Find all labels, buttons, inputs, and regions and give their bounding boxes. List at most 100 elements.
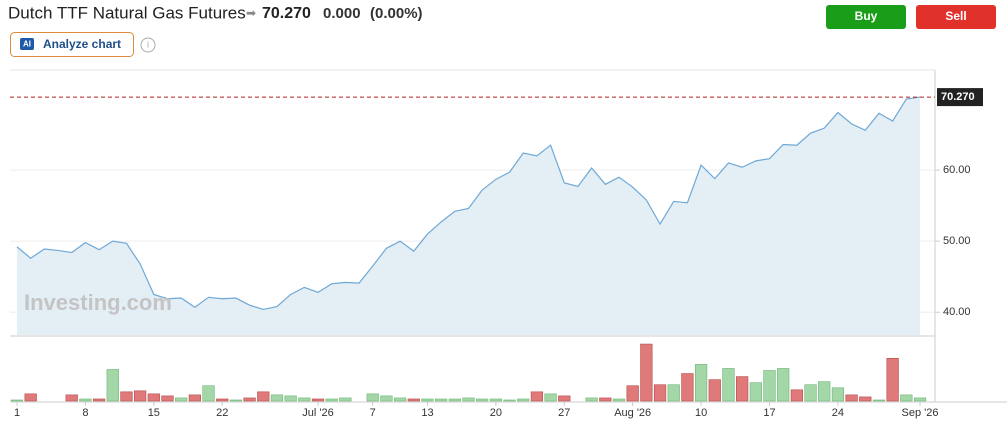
volume-bar: [435, 398, 448, 402]
x-tick-label: 1: [14, 407, 20, 419]
x-tick-label: 24: [832, 407, 844, 419]
ai-icon: [20, 38, 34, 50]
x-tick-label: 7: [370, 407, 376, 419]
volume-bar: [831, 387, 845, 402]
x-tick-label: 15: [148, 407, 160, 419]
volume-bar: [530, 391, 544, 402]
volume-bar: [311, 398, 325, 402]
volume-bar: [147, 393, 160, 402]
volume-bar: [913, 397, 927, 402]
volume-bar: [653, 384, 667, 402]
change-pct: (0.00%): [370, 5, 423, 22]
volume-bar: [872, 399, 886, 402]
volume-bar: [667, 384, 680, 402]
volume-bar: [298, 397, 311, 402]
arrow: ➡: [246, 6, 256, 20]
volume-bar: [585, 397, 598, 402]
volume-bar: [694, 364, 708, 402]
volume-bar: [175, 397, 188, 402]
volume-bar: [736, 376, 749, 402]
volume-bar: [777, 368, 790, 402]
x-tick-label: 8: [82, 407, 88, 419]
price: 70.270: [262, 5, 311, 22]
volume-bar: [790, 389, 803, 402]
volume-bar: [188, 394, 201, 402]
volume-bar: [407, 398, 420, 402]
volume-bar: [92, 398, 106, 402]
last-price-tag: [937, 88, 983, 107]
volume-bar: [243, 397, 256, 402]
area: [17, 97, 920, 336]
volume-bar: [476, 398, 489, 402]
volume-bar: [325, 398, 338, 402]
volume-bar: [202, 385, 215, 402]
title: Dutch TTF Natural Gas Futures: [8, 3, 246, 22]
sell-label: Sell: [945, 9, 966, 23]
volume-bar: [818, 381, 831, 402]
x-tick-label: Sep '26: [902, 407, 939, 419]
volume-bar: [722, 368, 735, 402]
volume-bar: [270, 394, 284, 402]
volume-bar: [339, 397, 352, 402]
volume-bar: [393, 397, 407, 402]
x-tick-label: 17: [763, 407, 775, 419]
volume-bar: [366, 393, 379, 402]
buy-button[interactable]: [826, 5, 906, 29]
analyze-button[interactable]: [10, 32, 134, 57]
volume-bar: [558, 395, 571, 402]
x-tick-label: 13: [421, 407, 433, 419]
volume-bar: [284, 395, 297, 402]
volume-bar: [544, 393, 557, 402]
volume-bar: [599, 397, 612, 402]
info-i: i: [147, 39, 149, 49]
volume-bar: [229, 399, 243, 402]
volume-bar: [161, 395, 174, 402]
volume-bar: [134, 390, 147, 402]
x-tick-label: 20: [490, 407, 502, 419]
y-tick-label: 50.00: [943, 235, 971, 247]
volume-bar: [79, 398, 92, 402]
volume-bar: [257, 391, 270, 402]
volume-bar: [65, 394, 78, 402]
volume-bar: [421, 398, 434, 402]
volume-bar: [120, 391, 133, 402]
info-icon[interactable]: [140, 37, 156, 53]
last-price-label: 70.270: [941, 91, 975, 103]
volume-bar: [612, 398, 626, 402]
volume-bar: [216, 398, 229, 402]
change: 0.000: [323, 5, 361, 22]
sell-button[interactable]: [916, 5, 996, 29]
volume-bar: [10, 399, 24, 402]
y-tick-label: 60.00: [943, 164, 971, 176]
volume-bar: [845, 394, 858, 402]
volume-bar: [681, 373, 694, 402]
ai-icon-text: AI: [23, 40, 31, 49]
volume-bar: [24, 393, 37, 402]
x-tick-label: Jul '26: [302, 407, 333, 419]
volume-bar: [489, 398, 502, 402]
buy-label: Buy: [855, 9, 878, 23]
volume-bar: [859, 396, 872, 402]
x-tick-label: Aug '26: [614, 407, 651, 419]
volume-bar: [517, 398, 530, 402]
volume-bar: [763, 370, 776, 402]
volume-bar: [900, 394, 913, 402]
volume-bar: [640, 343, 653, 402]
volume-bar: [708, 379, 721, 402]
y-tick-label: 40.00: [943, 306, 971, 318]
line: [16, 96, 921, 311]
volume-bar: [448, 398, 461, 402]
volume-bar: [503, 399, 516, 402]
volume-bar: [626, 385, 639, 402]
volume-bar: [106, 369, 119, 402]
x-tick-label: 10: [695, 407, 707, 419]
volume-bar: [886, 357, 899, 402]
x-tick-label: 27: [558, 407, 570, 419]
volume-bar: [462, 397, 475, 402]
volume-bar: [749, 382, 762, 402]
watermark: Investing.com: [24, 290, 172, 315]
x-tick-label: 22: [216, 407, 228, 419]
analyze-label: Analyze chart: [43, 37, 121, 51]
